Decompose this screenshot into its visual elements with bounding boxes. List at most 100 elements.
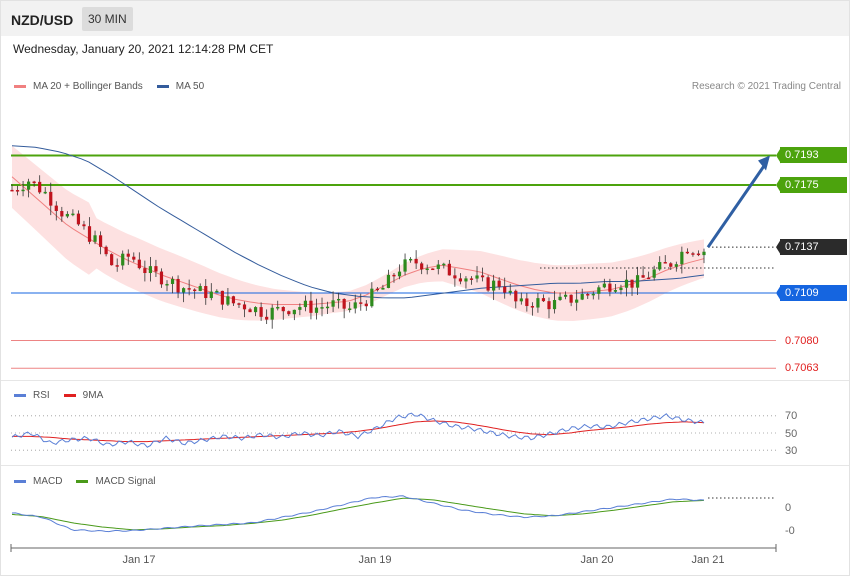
macd-tick-0: 0 [785, 502, 792, 514]
candle-body [359, 302, 363, 304]
candle-body [375, 288, 379, 291]
candle-body [198, 286, 202, 291]
rsi-line [11, 412, 705, 448]
candle-body [624, 279, 629, 288]
candle-body [436, 264, 440, 269]
ma20-line [11, 176, 705, 305]
legend-ma50-label: MA 50 [175, 81, 205, 92]
candle-body [619, 287, 623, 291]
candle-body [530, 306, 534, 308]
candle-body [82, 224, 86, 227]
candle-body [408, 258, 413, 261]
candle-body [414, 258, 418, 264]
candle-body [541, 298, 546, 302]
candle-body [558, 296, 562, 301]
candle-body [43, 191, 47, 194]
candle-body [54, 205, 58, 212]
legend-swatch-macd-signal [76, 480, 89, 483]
level-pointer [776, 177, 781, 193]
legend-9ma-label: 9MA [82, 390, 104, 401]
timeframe-button[interactable]: 30 MIN [82, 7, 133, 31]
candle-body [193, 289, 197, 292]
symbol-title: NZD/USD [11, 12, 74, 28]
candle-body [121, 253, 125, 266]
candle-body [469, 278, 474, 280]
candle-body [10, 189, 14, 192]
macd-signal-line [11, 497, 705, 531]
candle-body [226, 296, 230, 305]
candle-body [32, 181, 36, 184]
candle-body [98, 235, 103, 247]
candle-body [154, 266, 158, 272]
candle-body [370, 288, 374, 307]
candle-body [641, 275, 645, 278]
candle-body [298, 307, 302, 310]
candle-body [281, 307, 285, 312]
candle-body [49, 191, 53, 206]
candle-body [680, 251, 684, 265]
candle-body [492, 280, 496, 291]
legend-ma20-label: MA 20 + Bollinger Bands [33, 81, 143, 92]
candle-body [71, 213, 75, 216]
candle-body [364, 303, 368, 307]
candle-body [586, 294, 590, 296]
candle-body [309, 300, 313, 313]
candle-body [647, 277, 651, 280]
candle-body [253, 307, 258, 313]
level-pointer [776, 147, 781, 164]
candle-body [76, 213, 81, 225]
candle-body [60, 211, 64, 217]
candle-body [337, 298, 341, 301]
candle-body [231, 296, 236, 304]
candle-body [458, 278, 463, 282]
candle-body [87, 226, 92, 242]
candle-body [237, 303, 241, 305]
candle-body [187, 288, 191, 290]
candle-body [464, 278, 468, 282]
candle-body [514, 290, 518, 302]
legend-macd-signal-label: MACD Signal [95, 476, 156, 487]
level-label-0-7175: 0.7175 [780, 177, 847, 193]
candle-body [220, 290, 224, 305]
candle-body [115, 265, 119, 267]
candle-body [580, 294, 584, 300]
candle-body [431, 268, 435, 271]
candle-body [265, 316, 269, 320]
candle-body [564, 294, 568, 297]
candle-body [597, 287, 601, 294]
candle-body [170, 278, 175, 284]
candle-body [65, 213, 69, 217]
candle-body [652, 269, 656, 278]
bollinger-band [12, 145, 704, 321]
candle-body [658, 262, 662, 270]
candle-body [292, 309, 296, 315]
legend-macd-label: MACD [33, 476, 63, 487]
candle-body [331, 300, 335, 307]
candle-body [392, 274, 396, 277]
candle-body [403, 259, 407, 272]
candle-body [165, 283, 169, 286]
candle-body [608, 283, 612, 292]
level-pointer-0 [776, 239, 781, 256]
macd-line [11, 495, 705, 533]
candle-body [159, 271, 164, 285]
candle-body [552, 300, 557, 310]
credit-text: Research © 2021 Trading Central [691, 81, 841, 92]
candle-body [508, 290, 512, 293]
legend-swatch-9ma [63, 394, 76, 397]
candle-body [613, 290, 618, 292]
candle-body [536, 298, 540, 308]
rsi-panel-divider [1, 380, 849, 381]
price-legend: MA 20 + Bollinger Bands MA 50 [14, 81, 218, 92]
rsi-tick-30: 30 [785, 445, 798, 457]
candle-body [137, 259, 141, 269]
x-label-jan17: Jan 17 [122, 554, 156, 566]
level-label-0-7137: 0.7137 [780, 239, 847, 255]
candle-body [27, 181, 31, 190]
legend-swatch-macd [14, 480, 26, 483]
candle-body [110, 254, 114, 266]
candle-body [204, 286, 208, 299]
candle-body [314, 307, 319, 313]
candle-body [475, 275, 479, 279]
candle-body [248, 309, 252, 313]
